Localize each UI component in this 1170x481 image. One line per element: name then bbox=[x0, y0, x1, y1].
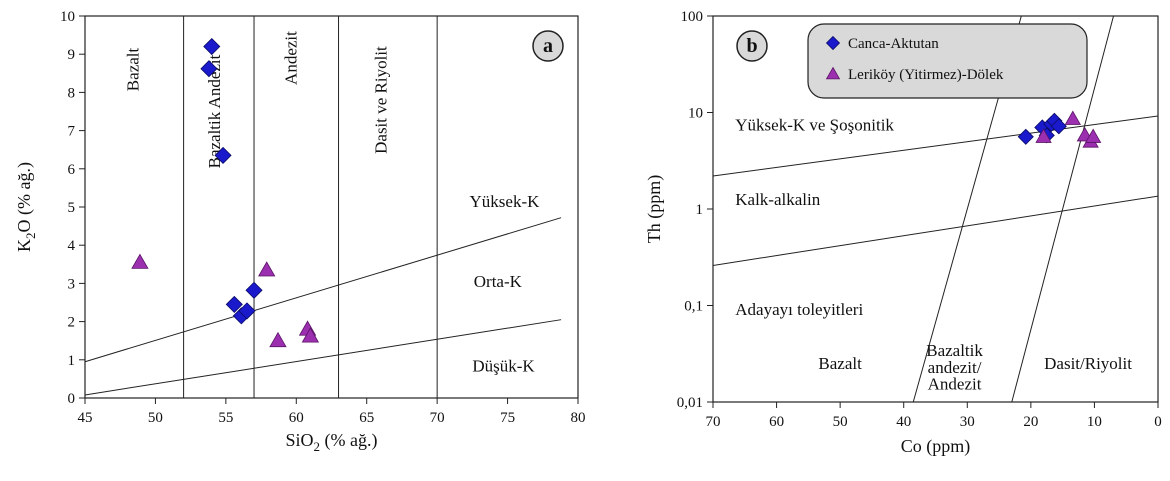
data-point-diamond bbox=[200, 60, 218, 78]
x-tick-label: 50 bbox=[148, 410, 163, 426]
x-tick-label: 50 bbox=[833, 414, 848, 430]
field-label: Bazaltik Andezit bbox=[205, 54, 224, 168]
panel-badge bbox=[532, 30, 564, 62]
data-point-diamond bbox=[203, 37, 221, 56]
data-point-triangle bbox=[1084, 128, 1102, 143]
data-point-diamond bbox=[1017, 128, 1034, 145]
field-label: Yüksek-K bbox=[470, 192, 541, 211]
data-point-diamond bbox=[225, 295, 243, 313]
legend-box bbox=[807, 23, 1088, 99]
x-tick-label: 70 bbox=[706, 414, 721, 430]
data-point-triangle bbox=[1064, 110, 1082, 125]
x-tick-label: 75 bbox=[500, 410, 515, 426]
data-point-triangle bbox=[301, 327, 320, 343]
data-point-diamond bbox=[245, 281, 263, 299]
y-tick-label: 8 bbox=[68, 85, 76, 101]
field-boundary-line bbox=[713, 195, 1158, 266]
y-tick-label: 7 bbox=[68, 124, 76, 140]
y-axis-label: Th (ppm) bbox=[644, 175, 665, 243]
field-label: Dasit ve Riyolit bbox=[371, 46, 390, 154]
y-tick-label: 10 bbox=[60, 9, 75, 25]
y-tick-label: 6 bbox=[68, 162, 76, 178]
field-label: andezit/ bbox=[928, 358, 982, 377]
field-label: Andezit bbox=[928, 374, 982, 393]
x-tick-label: 55 bbox=[218, 410, 233, 426]
data-point-diamond bbox=[214, 146, 232, 164]
x-tick-label: 10 bbox=[1087, 414, 1102, 430]
y-tick-label: 0 bbox=[68, 391, 76, 407]
data-point-diamond bbox=[238, 302, 256, 320]
data-point-triangle bbox=[258, 261, 276, 277]
x-tick-label: 40 bbox=[896, 414, 911, 430]
field-label: Yüksek-K ve Şoşonitik bbox=[735, 116, 894, 135]
x-tick-label: 45 bbox=[78, 410, 93, 426]
y-tick-label: 9 bbox=[68, 47, 76, 63]
legend-label: Canca-Aktutan bbox=[848, 36, 939, 52]
x-tick-label: 70 bbox=[430, 410, 445, 426]
field-label: Bazaltik bbox=[926, 341, 983, 360]
y-tick-label: 10 bbox=[688, 106, 703, 122]
y-tick-label: 5 bbox=[68, 200, 76, 216]
field-label: Bazalt bbox=[818, 354, 862, 373]
legend-marker-triangle bbox=[825, 66, 841, 80]
x-tick-label: 65 bbox=[359, 410, 374, 426]
y-tick-label: 4 bbox=[68, 238, 76, 254]
x-tick-label: 60 bbox=[289, 410, 304, 426]
field-boundary-line bbox=[713, 115, 1158, 177]
y-axis-label: K2O (% ağ.) bbox=[14, 162, 38, 252]
x-tick-label: 80 bbox=[571, 410, 586, 426]
field-label: Kalk-alkalin bbox=[735, 190, 820, 209]
x-axis-label: SiO2 (% ağ.) bbox=[286, 430, 378, 454]
x-tick-label: 60 bbox=[769, 414, 784, 430]
data-point-triangle bbox=[269, 331, 287, 348]
legend: Canca-Aktutan Leriköy (Yitirmez)-Dölek bbox=[807, 23, 1088, 99]
field-label: Adayayı toleyitleri bbox=[735, 300, 863, 319]
panel-badge-label: b bbox=[746, 35, 757, 57]
x-tick-label: 20 bbox=[1023, 414, 1038, 430]
field-label: Dasit/Riyolit bbox=[1044, 354, 1132, 373]
panel-badge bbox=[736, 30, 768, 62]
field-label: Bazalt bbox=[124, 47, 143, 91]
x-tick-label: 30 bbox=[960, 414, 975, 430]
y-tick-label: 2 bbox=[68, 315, 76, 331]
field-boundary-line bbox=[1011, 16, 1114, 402]
legend-label: Leriköy (Yitirmez)-Dölek bbox=[848, 67, 1004, 83]
legend-marker-diamond bbox=[825, 35, 841, 51]
data-point-diamond bbox=[1050, 118, 1067, 135]
y-tick-label: 100 bbox=[681, 9, 704, 25]
y-tick-label: 0,1 bbox=[684, 299, 703, 315]
x-tick-label: 0 bbox=[1154, 414, 1162, 430]
y-tick-label: 3 bbox=[68, 276, 76, 292]
panel-badge-label: a bbox=[543, 35, 553, 57]
field-boundary-line bbox=[84, 217, 562, 363]
field-boundary-line bbox=[84, 319, 562, 396]
field-label: Düşük-K bbox=[472, 356, 535, 375]
data-point-triangle bbox=[131, 253, 149, 269]
y-tick-label: 0,01 bbox=[677, 395, 703, 411]
y-tick-label: 1 bbox=[696, 202, 704, 218]
data-point-triangle bbox=[1035, 128, 1052, 143]
x-axis-label: Co (ppm) bbox=[901, 436, 971, 457]
field-label: Orta-K bbox=[474, 272, 523, 291]
field-label: Andezit bbox=[281, 31, 300, 85]
y-tick-label: 1 bbox=[68, 353, 76, 369]
